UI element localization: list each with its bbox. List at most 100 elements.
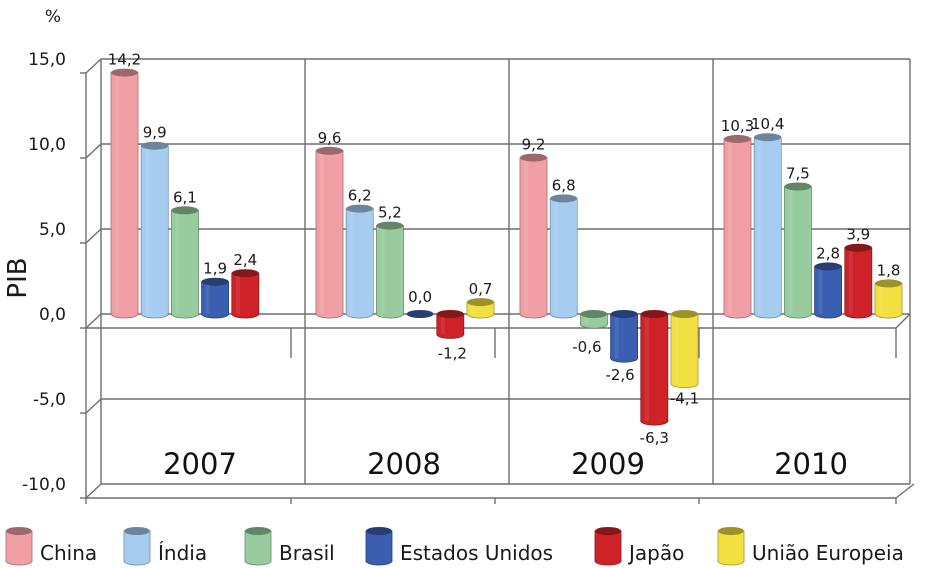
value-label: 2,4 — [233, 251, 257, 269]
legend-label: Brasil — [279, 541, 335, 565]
bar-china-2010 — [723, 134, 752, 319]
bar-brasil-2010 — [784, 182, 812, 319]
bar-top — [844, 243, 872, 252]
bar-top — [346, 204, 374, 213]
bar-top — [436, 310, 464, 318]
value-label: -6,3 — [640, 429, 669, 447]
legend-item-índia: Índia — [123, 527, 207, 566]
legend-label: Estados Unidos — [400, 541, 553, 565]
legend-swatch-top — [595, 527, 621, 535]
gridline-depth — [85, 143, 102, 159]
legend-item-china: China — [5, 527, 97, 566]
bar-top — [550, 194, 578, 203]
value-label: 9,9 — [143, 124, 167, 142]
bar-top — [111, 68, 138, 77]
y-tick-label: -5,0 — [33, 390, 66, 410]
bar-highlight — [818, 266, 823, 314]
bar-highlight — [614, 314, 619, 359]
bar-china-2007 — [110, 68, 139, 319]
gridline-depth — [85, 398, 102, 414]
legend-swatch-fill — [124, 531, 150, 561]
category-label-2008: 2008 — [367, 447, 441, 481]
bar-estados-unidos-2007 — [201, 277, 230, 319]
bar-índia-2010 — [753, 133, 782, 319]
y-tick-label: 10,0 — [28, 135, 66, 155]
bar-japão-2009 — [640, 310, 669, 426]
bar-highlight — [788, 186, 793, 314]
legend-swatch-fill — [6, 531, 32, 561]
bar-china-2009 — [519, 153, 548, 319]
bar-highlight — [644, 314, 649, 422]
value-label: -1,2 — [438, 344, 467, 362]
bar-índia-2008 — [345, 204, 374, 319]
bar-japão-2008 — [436, 310, 465, 339]
value-label: 5,2 — [378, 204, 402, 222]
value-label: 1,9 — [203, 260, 227, 278]
value-label: 14,2 — [108, 51, 141, 69]
value-label: 7,5 — [786, 165, 810, 183]
zero-shelf-side — [895, 313, 911, 329]
category-label-2009: 2009 — [571, 447, 645, 481]
bar-top — [520, 153, 547, 162]
bar-top — [640, 310, 668, 318]
value-label: 3,9 — [846, 226, 870, 244]
legend-item-brasil: Brasil — [244, 527, 335, 566]
legend-swatch-top — [718, 527, 744, 535]
value-label: -4,1 — [670, 390, 699, 408]
y-tick-label: 15,0 — [28, 50, 66, 70]
bar-japão-2010 — [844, 243, 873, 319]
value-label: -0,6 — [572, 338, 601, 356]
gridline-depth — [85, 483, 102, 499]
y-axis-unit: % — [45, 7, 61, 27]
bar-top — [875, 279, 902, 288]
bar-top — [467, 298, 494, 307]
floor-side — [895, 483, 915, 499]
bar-highlight — [320, 150, 324, 314]
bar-highlight — [524, 157, 528, 314]
legend-label: China — [40, 541, 97, 565]
bar-estados-unidos-2008 — [406, 310, 434, 318]
value-label: 1,8 — [877, 261, 901, 279]
bar-estados-unidos-2009 — [610, 310, 638, 363]
chart-grid — [85, 58, 915, 504]
value-label: 0,0 — [408, 288, 432, 306]
value-labels-layer: 14,2 9,9 6,1 1,9 2,4 9,6 6,2 5,2 0,0 -1,2 0,7 9,2 6,… — [108, 51, 901, 448]
bar-highlight — [758, 137, 763, 314]
legend-swatch-top — [366, 527, 392, 535]
bar-highlight — [554, 198, 559, 314]
y-tick-label: 5,0 — [39, 220, 66, 240]
legend-swatch-fill — [595, 531, 621, 561]
legend-item-união-europeia: União Europeia — [717, 527, 904, 566]
bar-top — [171, 206, 199, 215]
bar-highlight — [175, 210, 180, 314]
bar-top — [580, 310, 608, 318]
legend-swatch-fill — [366, 531, 392, 561]
y-axis: 15,0 10,0 5,0 0,0 -5,0 -10,0 — [22, 50, 86, 499]
gridline-depth — [85, 228, 102, 244]
category-label-2010: 2010 — [774, 447, 848, 481]
bar-top — [201, 277, 229, 286]
bar-brasil-2008 — [375, 221, 404, 319]
bar-top — [724, 134, 751, 143]
bar-japão-2007 — [231, 269, 260, 319]
legend-swatch-top — [6, 527, 32, 535]
gridline-depth — [85, 58, 102, 74]
bar-highlight — [380, 225, 385, 314]
bar-highlight — [350, 208, 355, 314]
y-tick-label: 0,0 — [39, 305, 66, 325]
legend-swatch-top — [124, 527, 150, 535]
category-labels: 2007 2008 2009 2010 — [163, 447, 848, 481]
value-label: 0,7 — [469, 280, 493, 298]
bar-highlight — [440, 314, 445, 335]
y-tick-label: -10,0 — [22, 475, 66, 495]
legend-swatch-top — [245, 527, 271, 535]
legend-item-japão: Japão — [594, 527, 684, 566]
bar-união-europeia-2010 — [874, 279, 903, 319]
bar-highlight — [145, 145, 150, 314]
value-label: 6,2 — [348, 187, 372, 205]
bar-união-europeia-2009 — [670, 310, 699, 389]
bar-brasil-2009 — [580, 310, 608, 329]
bar-highlight — [115, 72, 119, 314]
legend-label: Índia — [158, 541, 207, 565]
